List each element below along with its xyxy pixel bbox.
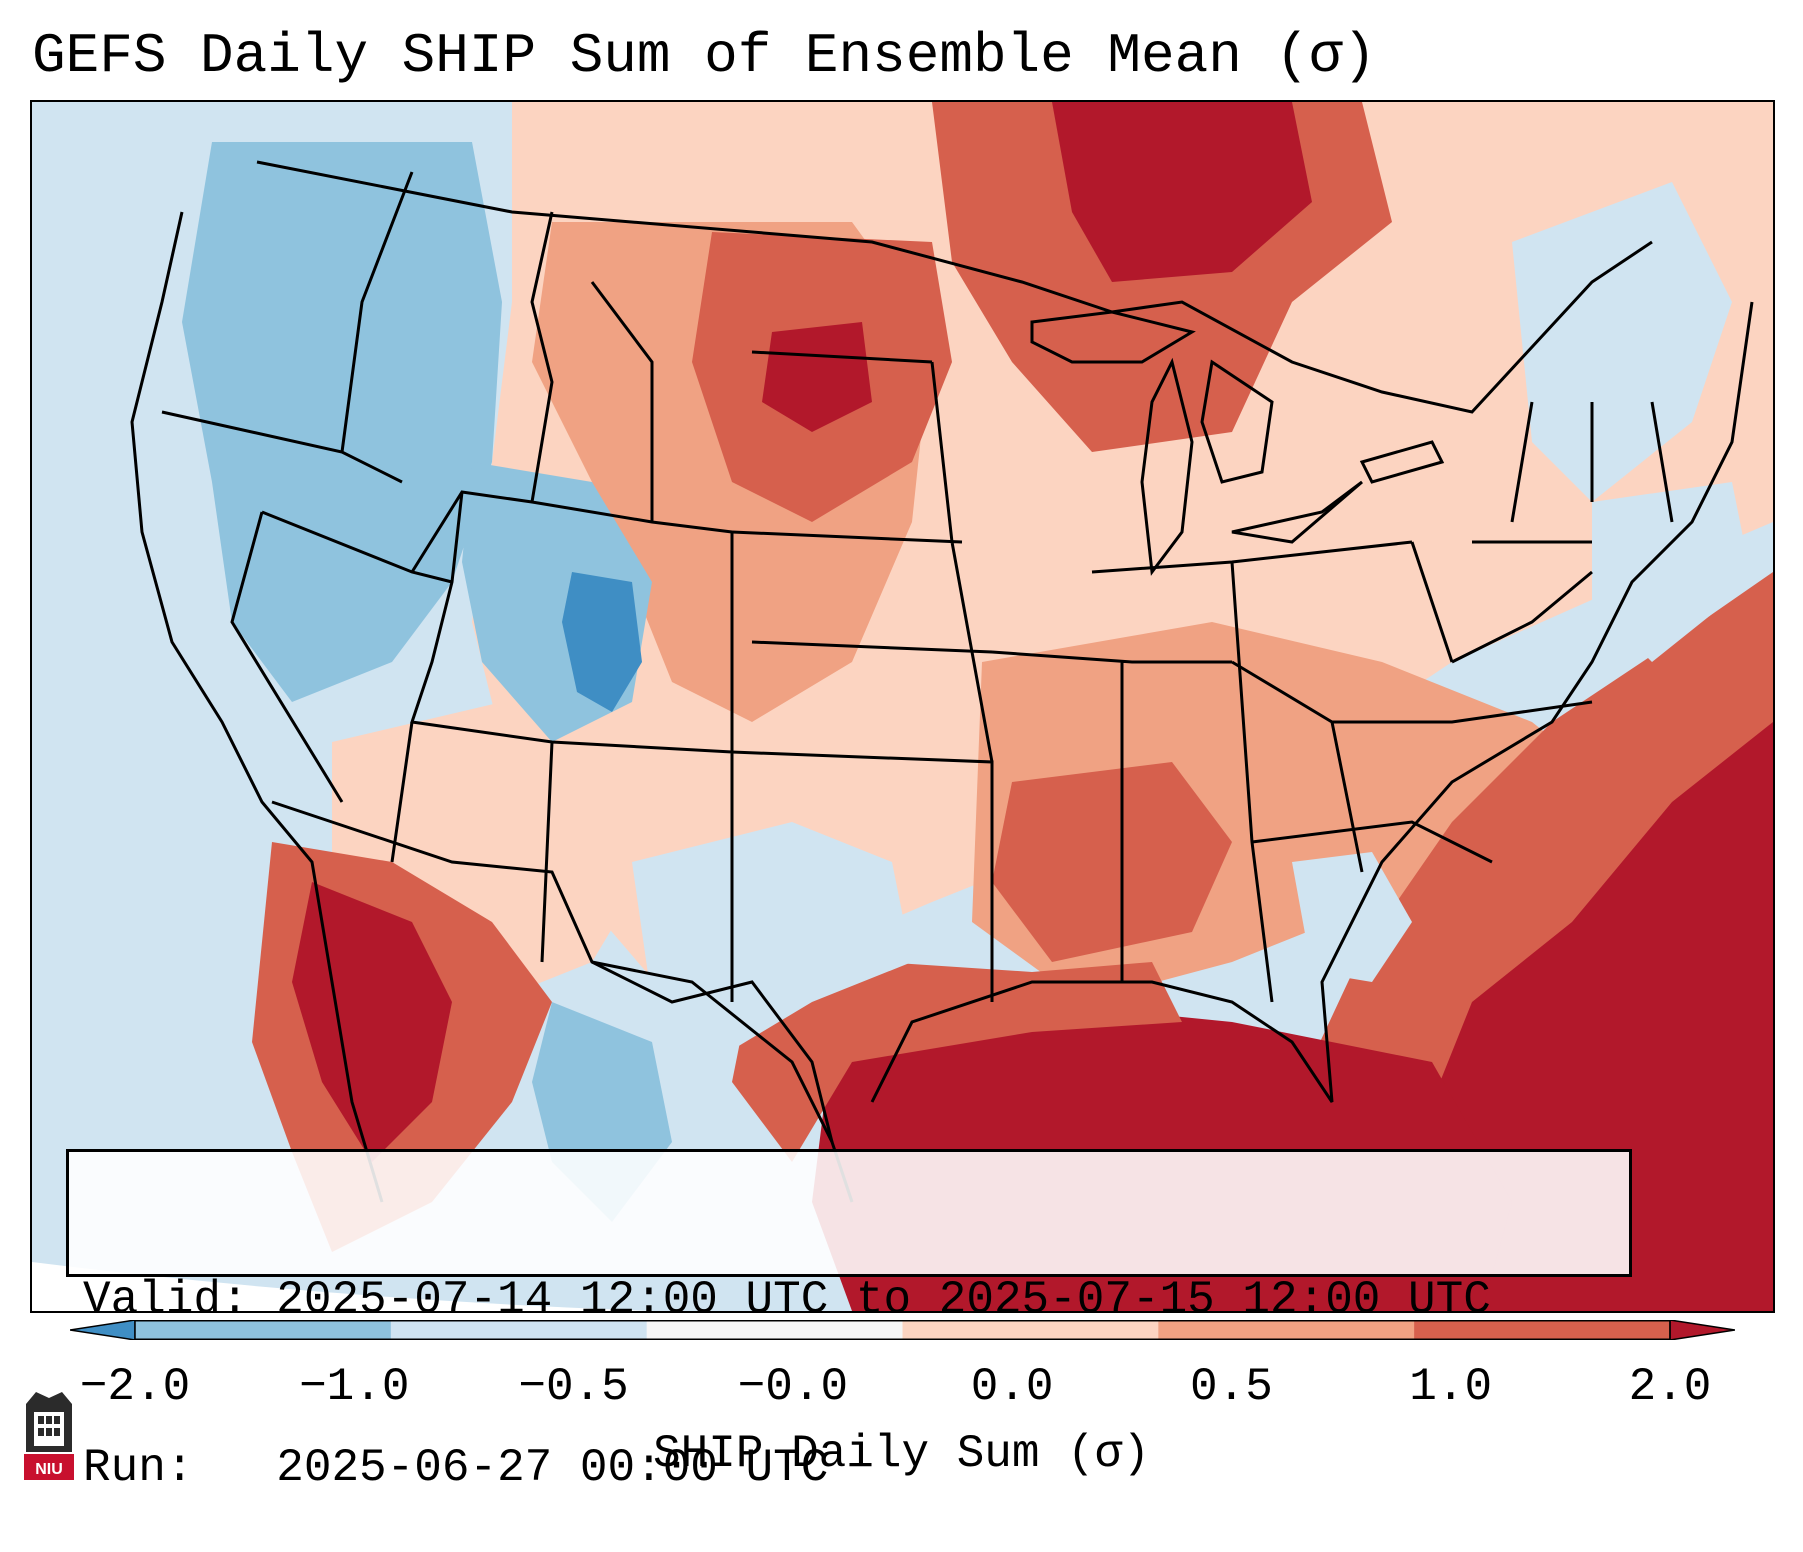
colorbar-segment — [390, 1320, 648, 1340]
colorbar — [70, 1320, 1735, 1340]
anomaly-red-gulf-rim — [732, 962, 1182, 1162]
anomaly-map[interactable] — [32, 102, 1773, 1311]
colorbar-segment — [1158, 1320, 1415, 1340]
colorbar-tick-label: −0.0 — [737, 1361, 849, 1413]
logo-text: NIU — [35, 1461, 63, 1478]
anomaly-darkred-south-dakota — [762, 322, 872, 432]
colorbar-segment — [646, 1320, 903, 1340]
valid-time-text: Valid: 2025-07-14 12:00 UTC to 2025-07-1… — [83, 1274, 1491, 1326]
anomaly-lightblue-georgia — [1292, 852, 1412, 982]
colorbar-outline — [134, 1320, 1671, 1340]
anomaly-blue-northwest — [182, 142, 502, 702]
colorbar-extend-min — [70, 1320, 136, 1340]
map-panel[interactable] — [30, 100, 1775, 1313]
colorbar-tick-label: 1.0 — [1409, 1361, 1493, 1413]
niu-tower-logo-icon: NIU — [24, 1392, 74, 1480]
lake-superior — [1030, 310, 1196, 364]
colorbar-segment — [902, 1320, 1159, 1340]
colorbar-tick-label: 0.0 — [970, 1361, 1054, 1413]
run-time-text: Run: 2025-06-27 00:00 UTC — [83, 1442, 829, 1494]
lake-erie — [1231, 480, 1363, 544]
us-canada-border — [256, 160, 1653, 414]
colorbar-tick-label: 2.0 — [1628, 1361, 1712, 1413]
colorbar-tick-label: 0.5 — [1190, 1361, 1273, 1413]
colorbar-segment — [135, 1320, 392, 1340]
colorbar-label: SHIP Daily Sum (σ) — [653, 1428, 1150, 1480]
colorbar-extend-max — [1669, 1320, 1735, 1340]
colorbar-tick-label: −0.5 — [518, 1361, 629, 1413]
anomaly-darkred-mexico-west — [292, 882, 452, 1162]
colorbar-tick-label: −2.0 — [79, 1361, 191, 1413]
colorbar-segment — [1414, 1320, 1671, 1340]
anomaly-lightblue-texas — [632, 822, 912, 1062]
anomaly-red-deep-south — [992, 762, 1232, 962]
anomaly-lightblue-new-england — [1512, 182, 1732, 502]
colorbar-tick-label: −1.0 — [299, 1361, 410, 1413]
pacific-coastline — [130, 211, 384, 1203]
state-lines-east — [1231, 401, 1674, 873]
us-mexico-border — [271, 800, 834, 1143]
valid-run-info-box: Valid: 2025-07-14 12:00 UTC to 2025-07-1… — [66, 1149, 1632, 1494]
anomaly-deepblue-colorado — [562, 572, 642, 712]
lake-huron — [1200, 359, 1274, 484]
anomaly-darkred-ontario — [1052, 102, 1312, 282]
lake-ontario — [1359, 440, 1445, 484]
map-title: GEFS Daily SHIP Sum of Ensemble Mean (σ) — [32, 24, 1377, 88]
lake-michigan — [1140, 357, 1194, 576]
anomaly-lightblue-offshore — [1592, 482, 1752, 662]
